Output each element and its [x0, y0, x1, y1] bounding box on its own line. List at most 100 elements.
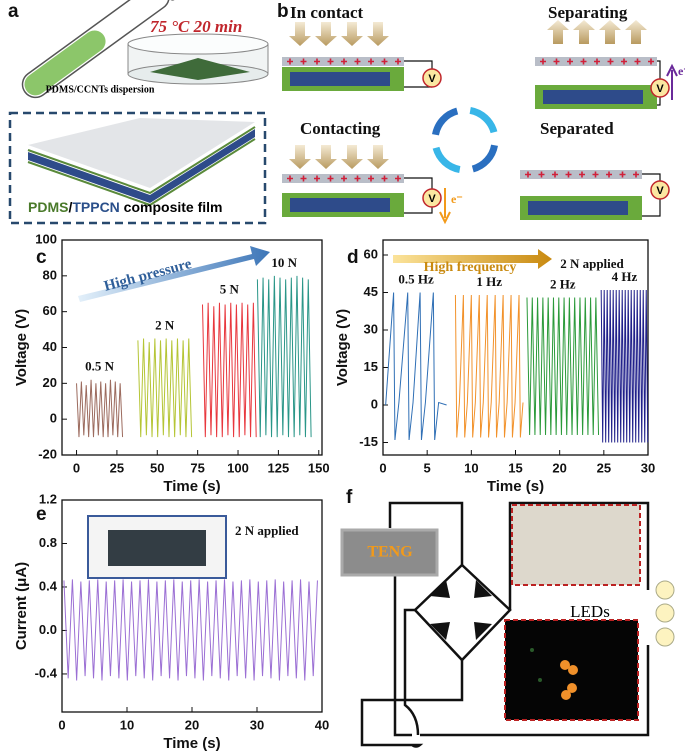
frequency-arrow	[393, 249, 552, 269]
film-part: /	[68, 199, 72, 215]
x-tick-label: 40	[315, 717, 329, 732]
charge	[314, 58, 320, 65]
series-label: 1 Hz	[476, 274, 502, 289]
series-line	[454, 294, 524, 438]
x-axis-label: Time (s)	[163, 478, 220, 495]
film-part: PDMS	[28, 199, 68, 215]
x-axis-label: Time (s)	[487, 478, 544, 495]
series-line	[76, 379, 124, 438]
charge	[579, 171, 585, 178]
x-tick-label: 75	[190, 460, 204, 475]
charge	[395, 175, 401, 182]
charge	[341, 175, 347, 182]
x-tick-label: 5	[424, 460, 431, 475]
charge	[552, 171, 558, 178]
panel-label: c	[36, 247, 47, 268]
series-label: 2 N	[155, 318, 175, 333]
force-arrow	[367, 22, 389, 46]
charge	[300, 58, 307, 65]
panel-f	[340, 501, 675, 748]
bulbs	[655, 580, 675, 647]
meter-label: V	[428, 193, 436, 205]
charge	[634, 58, 641, 65]
annotation: 2 N applied	[560, 256, 624, 271]
panel-label: d	[347, 247, 359, 268]
wire	[657, 60, 661, 106]
state-label: Contacting	[300, 119, 381, 138]
x-tick-label: 0	[379, 460, 386, 475]
y-tick-label: 0.8	[39, 535, 57, 550]
x-tick-label: 30	[641, 460, 655, 475]
voltmeter	[650, 180, 670, 200]
x-tick-label: 25	[597, 460, 611, 475]
x-tick-label: 100	[227, 460, 249, 475]
cycle-arrow	[432, 107, 459, 136]
series-label: 10 N	[271, 255, 297, 270]
panel-label: e	[36, 504, 47, 525]
panel-b: V V V Ve⁻ e⁻ In contact Separating Contacting Se…	[282, 3, 685, 225]
charge	[525, 171, 531, 178]
force-arrow	[289, 22, 311, 46]
dispersion-label: PDMS/CCNTs dispersion	[46, 84, 155, 95]
x-tick-label: 10	[464, 460, 478, 475]
meter-label: V	[656, 185, 664, 197]
charge	[621, 58, 627, 65]
charge	[287, 58, 293, 65]
cycle-arrow	[471, 144, 498, 173]
y-axis-label: Voltage (V)	[334, 309, 351, 386]
y-tick-label: -15	[359, 434, 378, 449]
charge	[381, 175, 388, 182]
series-label: 4 Hz	[612, 269, 638, 284]
film-part: composite film	[120, 199, 223, 215]
x-axis-label: Time (s)	[163, 735, 220, 752]
state-label: Separating	[548, 3, 628, 22]
charge	[607, 58, 614, 65]
y-tick-label: 0	[50, 411, 57, 426]
charge	[594, 58, 600, 65]
bridge	[413, 563, 512, 662]
force-arrow	[315, 22, 337, 46]
y-tick-label: 15	[364, 359, 378, 374]
condition: 75 °C 20 min	[150, 17, 242, 36]
dish	[127, 33, 269, 85]
charge	[592, 171, 599, 178]
charge	[648, 58, 654, 65]
wire	[388, 501, 464, 565]
x-tick-label: 150	[308, 460, 330, 475]
meter-label: V	[428, 73, 436, 85]
y-tick-label: 100	[35, 231, 57, 246]
charge	[538, 171, 545, 178]
charge	[565, 171, 572, 178]
film-label: PDMS/TPPCN composite film	[28, 199, 222, 215]
charge	[567, 58, 573, 65]
y-tick-label: 1.2	[39, 491, 57, 506]
charge	[341, 58, 347, 65]
x-tick-label: 10	[120, 717, 134, 732]
charge	[553, 58, 560, 65]
charge	[300, 175, 307, 182]
wire	[642, 173, 661, 217]
force-arrow	[599, 20, 621, 44]
x-tick-label: 15	[508, 460, 522, 475]
force-arrow	[341, 22, 363, 46]
annotation: High frequency	[424, 260, 517, 275]
y-tick-label: 0	[371, 396, 378, 411]
teng-box	[340, 528, 439, 577]
y-tick-label: 30	[364, 321, 378, 336]
composite-layer	[543, 90, 643, 104]
wire	[403, 608, 420, 736]
tube	[21, 0, 176, 99]
y-tick-label: 0.4	[39, 578, 58, 593]
series-line	[385, 292, 447, 441]
annotation: 2 N applied	[235, 523, 299, 538]
charge	[368, 175, 374, 182]
charge	[327, 175, 334, 182]
y-tick-label: -20	[38, 446, 57, 461]
charge	[381, 58, 388, 65]
y-tick-label: 20	[43, 375, 57, 390]
charge	[368, 58, 374, 65]
y-tick-label: 0.0	[39, 622, 57, 637]
force-arrow	[625, 20, 647, 44]
voltmeter	[422, 188, 442, 208]
